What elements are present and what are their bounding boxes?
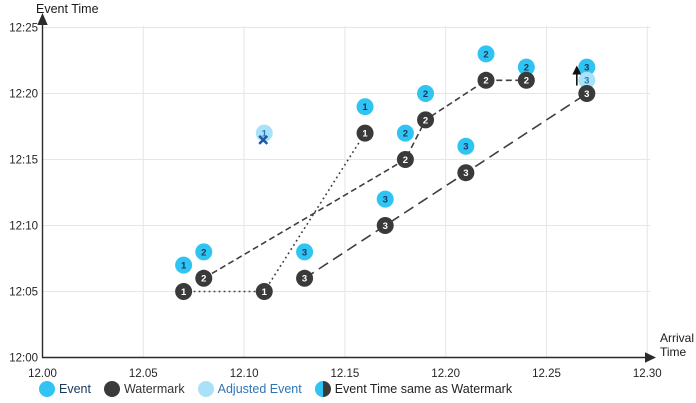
x-tick-label: 12.00: [28, 368, 57, 380]
y-tick-label: 12:05: [9, 287, 38, 299]
watermark-line-substream-3: [304, 92, 588, 279]
watermark-marker: [175, 283, 193, 300]
watermark-marker-number: 1: [262, 287, 268, 298]
watermark-marker-number: 2: [201, 274, 206, 285]
event-marker: [296, 243, 314, 261]
watermark-marker-number: 2: [524, 76, 529, 87]
event-marker-number: 2: [483, 49, 488, 60]
watermark-marker: [376, 217, 394, 234]
event-marker-number: 3: [302, 247, 307, 258]
legend-item-adjusted: Adjusted Event: [197, 381, 302, 397]
watermark-marker-number: 1: [181, 287, 187, 298]
legend-label: Event: [59, 382, 91, 396]
legend: Event Watermark Adjusted Event Event Time s…: [39, 381, 512, 397]
watermark-marker-number: 2: [483, 76, 488, 87]
x-axis-arrow-icon: [645, 352, 656, 363]
event-marker-number: 3: [383, 195, 388, 206]
legend-label: Watermark: [123, 382, 185, 396]
legend-item-event: Event: [39, 381, 91, 397]
adjusted-marker-number: 1: [262, 129, 268, 140]
event-marker-number: 3: [584, 63, 589, 74]
event-marker-number: 3: [463, 142, 468, 153]
event-marker: [356, 98, 374, 116]
adjusted-marker: [255, 124, 273, 142]
event-marker-number: 2: [403, 129, 408, 140]
x-axis-title-line2: Time: [660, 345, 687, 359]
x-tick-label: 12.20: [431, 368, 460, 380]
x-tick-label: 12.05: [129, 368, 158, 380]
x-tick-label: 12.10: [230, 368, 259, 380]
event-marker: [195, 243, 213, 261]
watermark-marker: [396, 151, 414, 168]
event-marker: [457, 137, 475, 155]
event-legend-icon: [39, 381, 55, 397]
watermark-marker-number: 3: [463, 168, 468, 179]
legend-label: Adjusted Event: [217, 382, 302, 396]
watermark-marker-number: 1: [362, 129, 368, 140]
x-axis-title: Arrival Time: [660, 331, 694, 359]
watermark-marker-number: 2: [423, 115, 428, 126]
x-tick-label: 12.30: [633, 368, 662, 380]
event-marker-number: 1: [362, 102, 368, 113]
x-axis-title-line1: Arrival: [660, 331, 695, 345]
watermark-marker-number: 3: [383, 221, 388, 232]
watermark-legend-icon: [103, 381, 120, 397]
adjusted-marker-number: 3: [584, 76, 589, 87]
watermark-marker: [195, 269, 213, 287]
event-marker-number: 2: [423, 89, 428, 100]
watermark-marker: [457, 164, 475, 182]
event-marker: [376, 190, 394, 208]
y-tick-label: 12:20: [9, 89, 38, 101]
y-tick-label: 12:00: [9, 353, 38, 365]
watermark-marker-number: 3: [302, 274, 307, 285]
event-marker: [417, 85, 435, 102]
watermark-marker: [356, 124, 374, 142]
x-tick-label: 12.15: [331, 368, 360, 380]
up-arrow-head-icon: [572, 65, 582, 75]
x-tick-label: 12.25: [532, 368, 561, 380]
dropped-event-x-icon: ✕: [257, 132, 269, 148]
watermark-marker: [417, 111, 435, 129]
event-marker: [175, 256, 193, 274]
legend-item-watermark: Watermark: [103, 381, 185, 397]
watermark-line-substream-1: [183, 132, 366, 293]
y-tick-label: 12:15: [9, 155, 38, 167]
event-marker-number: 2: [524, 63, 529, 74]
watermark-marker: [255, 283, 273, 300]
event-marker: [477, 45, 495, 63]
legend-item-half: Event Time same as Watermark: [314, 381, 513, 397]
event-marker: [396, 124, 414, 142]
watermark-marker: [517, 71, 535, 89]
y-tick-label: 12:25: [9, 23, 38, 35]
event-marker-number: 2: [201, 247, 206, 258]
legend-label: Event Time same as Watermark: [334, 382, 513, 396]
event-marker: [578, 58, 596, 76]
watermark-marker-number: 3: [584, 89, 589, 100]
watermark-marker: [477, 71, 495, 89]
y-axis-arrow-icon: [37, 13, 48, 25]
watermark-marker: [578, 85, 596, 102]
adjusted-marker: [578, 71, 596, 89]
event-marker-number: 1: [181, 261, 187, 272]
y-tick-label: 12:10: [9, 221, 38, 233]
half-legend-icon: [314, 381, 331, 397]
y-axis-title: Event Time: [36, 2, 99, 16]
event-marker: [517, 58, 535, 76]
adjusted-legend-icon: [197, 381, 214, 397]
watermark-marker-number: 2: [403, 155, 408, 166]
watermark-marker: [296, 269, 314, 287]
